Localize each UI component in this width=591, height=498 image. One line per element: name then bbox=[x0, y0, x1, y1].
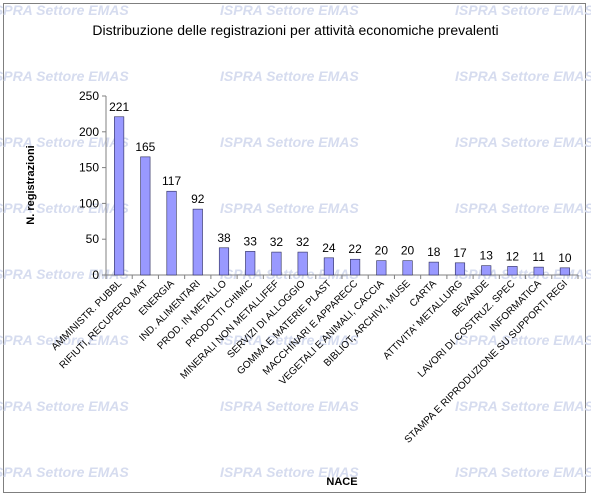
bar bbox=[140, 156, 151, 276]
bar bbox=[454, 262, 466, 276]
bar-value-label: 11 bbox=[532, 250, 545, 264]
bar-value-label: 221 bbox=[109, 100, 129, 114]
bar bbox=[192, 208, 203, 276]
y-tick-label: 100 bbox=[79, 196, 99, 210]
bar bbox=[533, 266, 544, 276]
bar-value-label: 24 bbox=[322, 241, 336, 255]
bar bbox=[323, 257, 334, 276]
bar-value-label: 33 bbox=[244, 234, 258, 248]
bar-value-label: 165 bbox=[135, 140, 155, 154]
bar-value-label: 20 bbox=[375, 244, 389, 258]
bar bbox=[350, 258, 361, 276]
bar-value-label: 13 bbox=[480, 249, 494, 263]
bar bbox=[428, 261, 439, 276]
y-tick-label: 150 bbox=[79, 161, 99, 175]
bar bbox=[507, 266, 518, 276]
bar bbox=[376, 260, 387, 276]
bar bbox=[402, 260, 413, 276]
bar bbox=[218, 247, 230, 276]
x-axis-label: NACE bbox=[326, 476, 358, 488]
bar bbox=[271, 251, 282, 276]
y-tick-label: 200 bbox=[79, 125, 99, 139]
bar-value-label: 12 bbox=[506, 249, 520, 263]
bar-value-label: 22 bbox=[348, 242, 362, 256]
bar-value-label: 32 bbox=[270, 235, 284, 249]
bar bbox=[559, 267, 570, 276]
bar-value-label: 20 bbox=[401, 244, 415, 258]
bar-value-label: 32 bbox=[296, 235, 310, 249]
bar-value-label: 10 bbox=[558, 251, 572, 265]
chart-title: Distribuzione delle registrazioni per at… bbox=[92, 22, 499, 38]
y-tick-label: 250 bbox=[79, 89, 99, 103]
bar-value-label: 117 bbox=[162, 174, 181, 188]
chart-frame bbox=[3, 3, 586, 493]
bar bbox=[245, 251, 256, 276]
bar bbox=[481, 265, 492, 276]
bar-value-label: 38 bbox=[217, 231, 231, 245]
bar bbox=[297, 251, 308, 276]
bar-value-label: 18 bbox=[427, 245, 441, 259]
y-tick-label: 0 bbox=[92, 268, 99, 282]
bar-value-label: 92 bbox=[191, 192, 205, 206]
bar bbox=[166, 190, 177, 276]
y-tick-label: 50 bbox=[86, 232, 100, 246]
bar bbox=[114, 116, 125, 276]
bar-value-label: 17 bbox=[453, 246, 467, 260]
